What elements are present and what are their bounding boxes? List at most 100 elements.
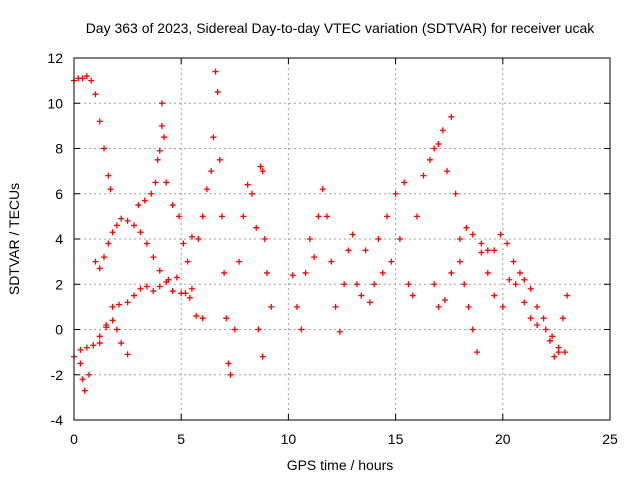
data-point-track-h xyxy=(504,240,511,247)
data-point-track-f xyxy=(195,236,202,242)
data-point-track-c xyxy=(77,360,84,367)
data-point-track-f xyxy=(208,168,215,175)
data-point-track-g xyxy=(319,186,326,193)
data-point-track-h xyxy=(448,269,455,276)
data-point-track-g xyxy=(354,281,361,288)
data-point-track-i xyxy=(542,326,549,333)
data-point-track-e xyxy=(188,233,195,240)
data-point-track-i xyxy=(478,249,485,256)
data-point-track-f xyxy=(248,190,255,197)
data-point-track-c xyxy=(113,326,120,333)
data-point-track-g xyxy=(315,213,322,220)
data-point-track-a xyxy=(92,91,99,98)
data-point-track-e xyxy=(180,240,187,247)
data-point-track-d xyxy=(103,321,110,328)
data-point-track-b xyxy=(131,222,138,229)
data-point-track-g xyxy=(341,281,348,288)
data-point-track-h xyxy=(435,303,442,310)
data-point-track-g xyxy=(302,269,309,276)
data-point-track-d xyxy=(90,342,97,349)
data-point-track-c xyxy=(81,387,88,394)
data-point-track-d xyxy=(137,285,144,292)
data-point-track-i xyxy=(484,269,491,276)
y-tick-label: 6 xyxy=(55,186,63,202)
data-point-track-d xyxy=(173,274,180,281)
grid-lines xyxy=(74,58,610,420)
data-point-track-b xyxy=(101,254,108,261)
data-point-track-g xyxy=(298,326,305,333)
x-tick-label: 10 xyxy=(281,431,297,447)
data-point-track-h xyxy=(484,247,491,254)
data-point-track-f xyxy=(259,168,266,175)
data-point-track-g xyxy=(392,190,399,197)
data-point-track-g xyxy=(328,258,335,265)
data-point-track-d xyxy=(96,340,103,347)
data-point-track-b xyxy=(199,315,206,322)
data-point-track-g xyxy=(384,213,391,220)
data-point-track-f xyxy=(210,134,217,141)
data-point-track-h xyxy=(497,231,504,238)
data-point-track-b xyxy=(150,254,157,261)
data-point-track-b xyxy=(193,312,200,319)
data-point-track-b xyxy=(169,288,176,295)
data-point-track-h xyxy=(516,269,523,276)
data-point-track-h xyxy=(546,337,553,344)
data-point-track-b xyxy=(124,217,131,224)
data-point-track-f xyxy=(268,303,275,310)
data-point-track-f xyxy=(244,181,251,188)
data-point-track-a xyxy=(96,118,103,125)
axis-ticks xyxy=(73,57,611,421)
data-point-track-b xyxy=(118,215,125,222)
data-point-track-d xyxy=(165,276,172,283)
data-point-track-g xyxy=(456,236,463,242)
data-point-track-e xyxy=(161,134,168,141)
data-point-track-g xyxy=(358,292,365,299)
data-point-track-g xyxy=(414,213,421,220)
data-point-track-c xyxy=(118,340,125,347)
y-tick-label: 0 xyxy=(55,322,63,338)
data-point-track-f xyxy=(257,163,264,170)
data-point-track-f xyxy=(212,68,219,75)
x-tick-label: 25 xyxy=(602,431,618,447)
data-point-track-g xyxy=(444,168,451,175)
x-axis-label: GPS time / hours xyxy=(287,457,394,473)
data-point-track-h xyxy=(551,353,558,360)
data-point-track-h xyxy=(564,292,571,299)
data-point-track-b xyxy=(105,240,112,247)
data-point-track-i xyxy=(499,303,506,310)
data-point-track-g xyxy=(448,113,455,120)
data-point-track-i xyxy=(521,299,528,306)
x-tick-label: 15 xyxy=(388,431,404,447)
data-point-track-f xyxy=(214,88,221,95)
x-tick-labels: 0 5 10 15 20 25 xyxy=(70,431,618,447)
data-point-track-c xyxy=(86,371,93,378)
data-point-track-b xyxy=(113,222,120,229)
data-point-track-i xyxy=(527,315,534,322)
data-point-track-g xyxy=(469,326,476,333)
data-point-track-b xyxy=(156,267,163,274)
data-point-track-e xyxy=(169,202,176,209)
y-tick-label: 2 xyxy=(55,276,63,292)
data-point-track-i xyxy=(491,292,498,299)
data-point-track-g xyxy=(336,328,343,335)
data-point-track-g xyxy=(311,254,318,261)
y-axis-label: SDTVAR / TECUs xyxy=(6,183,22,295)
data-point-track-g xyxy=(306,236,313,242)
data-point-track-a xyxy=(101,145,108,152)
data-point-track-b xyxy=(186,294,193,301)
data-point-track-f xyxy=(225,360,232,367)
x-tick-label: 20 xyxy=(495,431,511,447)
data-point-track-g xyxy=(379,269,386,276)
data-point-track-d xyxy=(77,346,84,353)
data-point-track-f xyxy=(236,258,243,265)
data-point-track-h xyxy=(469,231,476,238)
data-point-track-h xyxy=(527,285,534,292)
data-point-track-f xyxy=(259,353,266,360)
data-point-track-e xyxy=(163,179,170,186)
data-point-track-e xyxy=(158,122,165,129)
data-point-track-i xyxy=(534,321,541,328)
data-point-track-e xyxy=(141,197,148,204)
data-point-track-h xyxy=(534,303,541,310)
data-point-track-f xyxy=(223,315,230,322)
